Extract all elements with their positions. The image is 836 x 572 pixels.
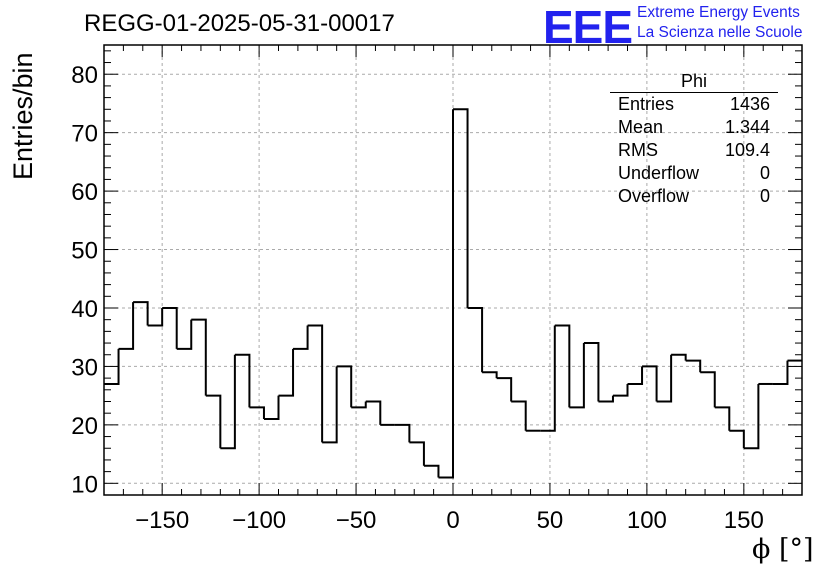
y-tick-label: 10 [71,471,98,498]
histogram-bin [496,377,513,402]
histogram-bin [569,343,585,409]
stats-row-overflow: Overflow 0 [610,185,778,208]
histogram-bin [307,324,324,443]
histogram-bin [467,306,484,373]
x-tick-label: 50 [537,507,564,534]
stats-box: Phi Entries 1436 Mean 1.344 RMS 109.4 Un… [610,70,778,208]
histogram-bin [540,325,556,432]
histogram-bin [118,302,135,350]
histogram-bin [671,353,687,361]
y-tick-label: 60 [71,179,98,206]
logo-line-2: La Scienza nelle Scuole [637,24,803,41]
histogram-bin [554,324,571,408]
y-tick-label: 20 [71,413,98,440]
histogram-bin [729,429,745,449]
stats-value: 109.4 [724,140,770,160]
stats-row-underflow: Underflow 0 [610,162,778,185]
histogram-bin [714,406,731,431]
y-tick-label: 80 [71,62,98,89]
histogram-bin [583,342,600,402]
stats-row-entries: Entries 1436 [610,93,778,116]
histogram-bin [351,401,367,409]
stats-title: Phi [610,70,778,93]
histogram-bin [205,394,222,449]
histogram-bin [438,109,454,479]
stats-label: RMS [618,140,658,160]
x-axis-label: ϕ [°] [752,534,814,565]
stats-value: 0 [759,186,770,206]
histogram-bin [365,400,382,425]
x-tick-label: −150 [135,507,189,534]
histogram-bin [191,318,207,396]
histogram-bin [336,365,353,408]
histogram-bin [278,348,295,397]
x-tick-label: −50 [336,507,377,534]
stats-label: Mean [618,117,664,137]
y-tick-label: 30 [71,354,98,381]
y-tick-label: 70 [71,121,98,148]
histogram-bin [293,325,309,350]
histogram-bin [511,400,527,431]
histogram-bin [409,441,425,466]
histogram-bin [162,306,178,349]
x-tick-label: 150 [724,507,764,534]
histogram-bin [482,371,498,379]
histogram-bin [394,423,411,443]
stats-value: 0 [759,163,770,183]
histogram-bin [743,383,760,450]
histogram-bin [700,371,716,408]
histogram-bin [176,319,193,350]
histogram-bin [104,348,120,385]
x-tick-label: 0 [446,507,459,534]
stats-value: 1.344 [724,117,770,137]
histogram-bin [322,366,338,444]
stats-value: 1436 [729,94,770,114]
x-tick-label: 100 [627,507,667,534]
x-tick-label: −100 [232,507,286,534]
histogram-bin [423,464,440,478]
histogram-bin [249,406,265,420]
y-tick-label: 40 [71,296,98,323]
histogram-bin [133,301,149,326]
histogram-bin [220,354,236,450]
histogram-bin [234,353,251,408]
chart-title: REGG-01-2025-05-31-00017 [84,10,395,37]
histogram-bin [147,307,164,327]
histogram-bin [656,354,673,403]
logo-line-1: Extreme Energy Events [637,4,800,21]
histogram-bin [263,395,280,421]
histogram-bin [772,360,789,385]
stats-label: Underflow [618,163,700,183]
histogram-bin [453,108,469,308]
histogram-bin [685,359,702,373]
histogram-bin [598,395,614,403]
stats-row-mean: Mean 1.344 [610,116,778,139]
histogram-bin [612,383,629,397]
stats-row-rms: RMS 109.4 [610,139,778,162]
histogram-bin [642,365,658,402]
stats-label: Overflow [618,186,690,206]
histogram-bin [627,366,644,385]
stats-label: Entries [618,94,675,114]
y-tick-label: 50 [71,238,98,265]
